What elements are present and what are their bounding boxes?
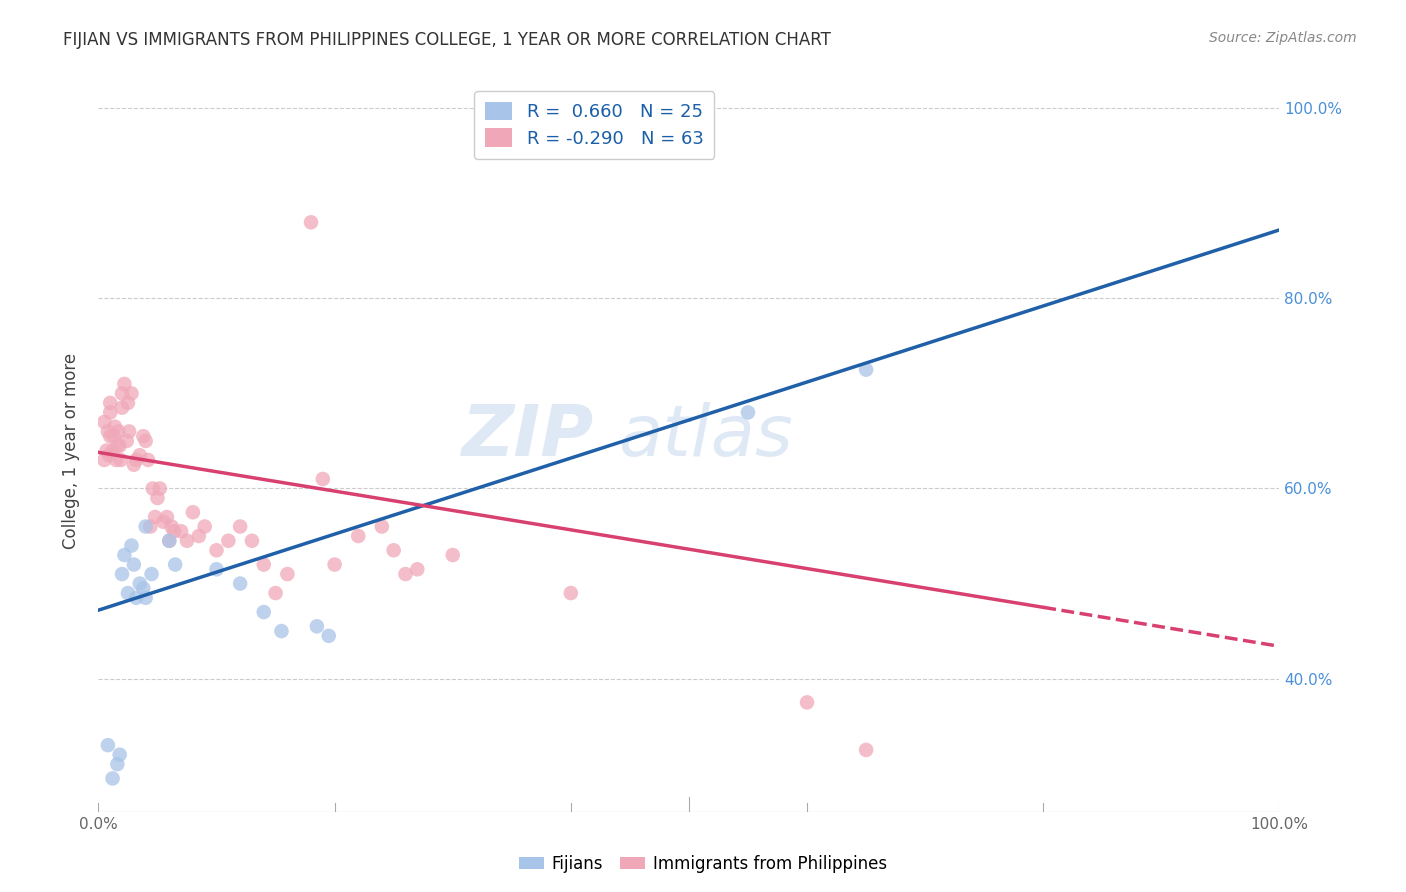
Point bbox=[152, 515, 174, 529]
Point bbox=[157, 533, 180, 548]
Point bbox=[107, 425, 129, 439]
Point bbox=[128, 448, 150, 462]
Point bbox=[111, 386, 134, 401]
Point bbox=[299, 215, 322, 229]
Point bbox=[132, 429, 155, 443]
Point bbox=[796, 695, 818, 709]
Point bbox=[141, 567, 163, 582]
Point bbox=[110, 453, 132, 467]
Point bbox=[125, 453, 148, 467]
Point bbox=[97, 425, 120, 439]
Point bbox=[323, 558, 346, 572]
Point bbox=[855, 362, 877, 376]
Point bbox=[229, 519, 252, 533]
Point bbox=[139, 519, 162, 533]
Legend: Fijians, Immigrants from Philippines: Fijians, Immigrants from Philippines bbox=[512, 848, 894, 880]
Point bbox=[105, 439, 128, 453]
Point bbox=[122, 558, 145, 572]
Point bbox=[217, 533, 239, 548]
Text: Source: ZipAtlas.com: Source: ZipAtlas.com bbox=[1209, 31, 1357, 45]
Point bbox=[737, 405, 759, 419]
Point bbox=[240, 533, 263, 548]
Point bbox=[121, 386, 143, 401]
Text: ZIP: ZIP bbox=[463, 401, 595, 470]
Point bbox=[149, 482, 172, 496]
Point bbox=[98, 429, 121, 443]
Point bbox=[104, 419, 127, 434]
Point bbox=[111, 567, 134, 582]
Point bbox=[132, 582, 155, 596]
Legend: R =  0.660   N = 25, R = -0.290   N = 63: R = 0.660 N = 25, R = -0.290 N = 63 bbox=[474, 91, 714, 159]
Point bbox=[229, 576, 252, 591]
Point bbox=[121, 539, 143, 553]
Point bbox=[253, 558, 276, 572]
Point bbox=[318, 629, 340, 643]
Point bbox=[146, 491, 169, 505]
Point bbox=[855, 743, 877, 757]
Point bbox=[312, 472, 335, 486]
Point bbox=[105, 757, 128, 772]
Point bbox=[93, 453, 115, 467]
Point bbox=[135, 591, 157, 605]
Point bbox=[128, 576, 150, 591]
Point bbox=[347, 529, 370, 543]
Point bbox=[441, 548, 464, 562]
Point bbox=[371, 519, 394, 533]
Point bbox=[160, 519, 183, 533]
Point bbox=[101, 772, 124, 786]
Point bbox=[394, 567, 416, 582]
Point bbox=[98, 396, 121, 410]
Point bbox=[157, 533, 180, 548]
Point bbox=[97, 738, 120, 752]
Y-axis label: College, 1 year or more: College, 1 year or more bbox=[62, 352, 80, 549]
Point bbox=[136, 453, 159, 467]
Text: atlas: atlas bbox=[619, 401, 793, 470]
Point bbox=[117, 396, 139, 410]
Point bbox=[205, 562, 228, 576]
Point bbox=[101, 443, 124, 458]
Point bbox=[270, 624, 292, 639]
Point bbox=[176, 533, 198, 548]
Point bbox=[111, 401, 134, 415]
Point bbox=[108, 439, 131, 453]
Point bbox=[112, 548, 135, 562]
Point bbox=[135, 434, 157, 448]
Point bbox=[165, 558, 187, 572]
Point bbox=[406, 562, 429, 576]
Point bbox=[276, 567, 298, 582]
Point bbox=[108, 747, 131, 762]
Point bbox=[96, 443, 118, 458]
Point bbox=[205, 543, 228, 558]
Point bbox=[115, 434, 138, 448]
Point bbox=[112, 376, 135, 391]
Point bbox=[122, 458, 145, 472]
Point bbox=[187, 529, 209, 543]
Point bbox=[105, 453, 128, 467]
Point bbox=[135, 519, 157, 533]
Point bbox=[181, 505, 204, 519]
Point bbox=[143, 510, 166, 524]
Point bbox=[93, 415, 115, 429]
Point bbox=[253, 605, 276, 619]
Point bbox=[117, 586, 139, 600]
Point bbox=[118, 425, 141, 439]
Point bbox=[103, 429, 125, 443]
Point bbox=[264, 586, 287, 600]
Point bbox=[382, 543, 405, 558]
Point bbox=[125, 591, 148, 605]
Point bbox=[560, 586, 582, 600]
Point bbox=[98, 448, 121, 462]
Point bbox=[156, 510, 179, 524]
Point bbox=[98, 405, 121, 419]
Point bbox=[163, 524, 186, 539]
Point bbox=[142, 482, 165, 496]
Point bbox=[194, 519, 217, 533]
Point bbox=[170, 524, 193, 539]
Point bbox=[305, 619, 328, 633]
Text: FIJIAN VS IMMIGRANTS FROM PHILIPPINES COLLEGE, 1 YEAR OR MORE CORRELATION CHART: FIJIAN VS IMMIGRANTS FROM PHILIPPINES CO… bbox=[63, 31, 831, 49]
